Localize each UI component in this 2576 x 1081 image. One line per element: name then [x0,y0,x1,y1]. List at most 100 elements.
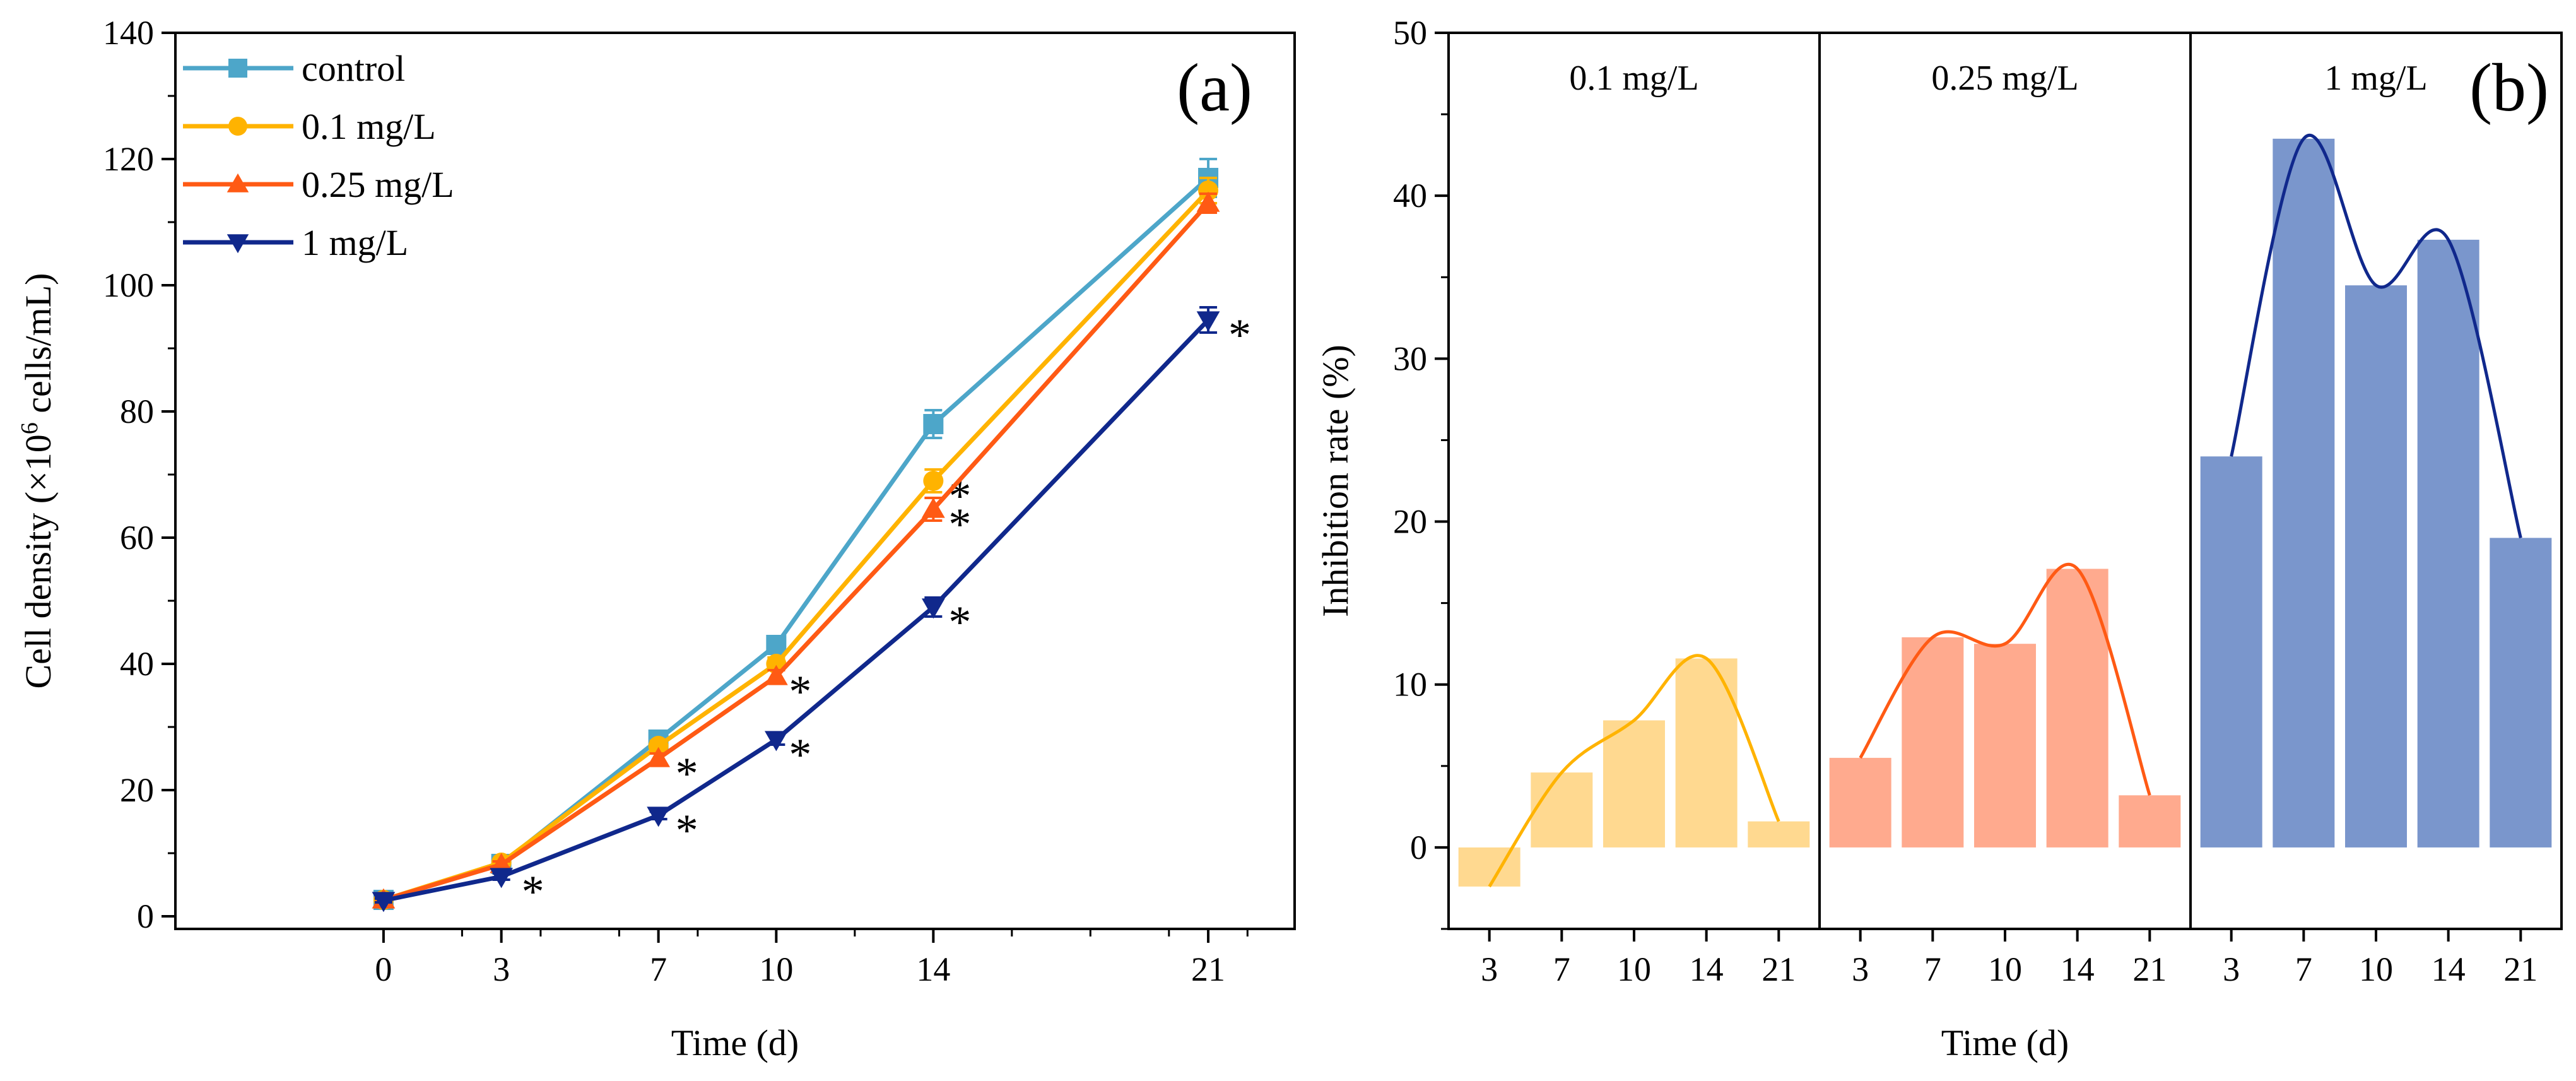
bar [1531,772,1593,848]
y-tick-label-a: 20 [120,771,154,809]
y-axis-label-superscript: 6 [16,422,43,434]
x-tick-label-b: 3 [2223,950,2240,988]
trend-curve [2230,134,2522,538]
x-tick-label-b: 14 [2061,950,2095,988]
legend-marker [226,173,249,192]
x-tick-label-b: 21 [2503,950,2538,988]
data-point [766,635,787,655]
bar [1748,821,1810,848]
series-control [373,158,1219,910]
x-tick-label-b: 10 [2359,950,2393,988]
y-tick-label-a: 140 [103,14,154,52]
significance-asterisk: * [676,805,698,856]
x-tick-label-b: 10 [1617,950,1651,988]
bar [2345,285,2407,848]
trend-curve [1859,562,2151,796]
legend-marker [228,59,247,78]
x-tick-label-b: 10 [1988,950,2022,988]
data-point [1198,180,1219,201]
x-tick-label-a: 3 [493,950,510,988]
x-tick-label-b: 7 [1553,950,1570,988]
significance-asterisk: * [789,666,811,717]
y-tick-label-b: 40 [1393,177,1427,215]
x-tick-label-a: 0 [375,950,392,988]
y-tick-label-a: 80 [120,393,154,430]
data-point [1196,191,1220,212]
subpanel-1-mg-l: 3 7 10 14 21 1 mg/L [2200,59,2552,988]
significance-asterisk: * [789,730,811,780]
series-line [382,189,1210,902]
y-axis-label-b: Inhibition rate (%) [1315,345,1356,617]
data-point [1196,311,1220,332]
x-tick-label-b: 3 [1852,950,1869,988]
data-point [647,747,671,767]
legend-label: control [302,48,405,89]
y-tick-label-b: 20 [1393,503,1427,541]
x-tick-label-b: 7 [1924,950,1941,988]
data-point [372,892,396,913]
data-point [923,414,944,434]
series-line [383,318,1210,903]
bar [2490,538,2552,848]
y-tick-label-b: 50 [1393,14,1427,52]
x-tick-label-a: 21 [1191,950,1225,988]
legend-label: 0.1 mg/L [302,106,436,147]
subpanel-0-1-mg-l: 3 7 10 14 21 0.1 mg/L [1458,59,1810,988]
bar-chart-panel-b: 0 10 20 30 40 50 Inhibition rate (%) Time (d) 3 7… [1315,14,2563,1063]
significance-asterisk: * [948,499,971,550]
y-tick-label-b: 10 [1393,666,1427,704]
x-tick-label-b: 14 [2432,950,2466,988]
x-tick-label-a: 10 [759,950,793,988]
significance-asterisk: * [948,597,971,647]
x-tick-label-a: 14 [916,950,950,988]
legend-label: 1 mg/L [302,222,408,263]
x-axis-label-b: Time (d) [1941,1022,2069,1063]
legend-marker [228,117,247,136]
y-axis-label-part: Cell density (×10 [18,434,59,688]
data-point [648,736,669,756]
data-point [764,665,788,685]
bar [2273,138,2335,848]
bar [1675,658,1738,848]
y-tick-label-b: 0 [1410,829,1427,866]
subpanel-title: 0.25 mg/L [1931,59,2078,98]
subpanel-0-25-mg-l: 3 7 10 14 21 0.25 mg/L [1829,59,2181,988]
bar [2119,795,2181,848]
significance-asterisk: * [522,866,544,917]
x-tick-label-b: 21 [1761,950,1796,988]
y-axis-label-a: Cell density (×106 cells/mL) [16,273,59,689]
bar [1603,720,1665,848]
x-tick-label-b: 3 [1481,950,1498,988]
line-chart-panel-a: 0 20 40 60 80 100 120 140 0 3 7 10 14 21 Time (d) Cell … [16,14,1296,1063]
plot-frame-a [174,32,1296,930]
y-tick-label-a: 0 [137,897,154,935]
series-line [382,176,1210,902]
y-tick-label-a: 60 [120,519,154,557]
data-point [921,598,945,619]
bar [1458,847,1520,887]
y-axis-label-part: cells/mL) [18,273,59,423]
data-point [490,868,514,889]
subpanel-title: 1 mg/L [2324,59,2427,98]
panel-label-b: (b) [2469,50,2549,126]
series-0-25-mg-l: * * * [372,191,1220,909]
x-tick-label-b: 14 [1690,950,1724,988]
y-tick-label-a: 100 [103,266,154,304]
series-1-mg-l: * * * * * [372,306,1251,917]
subpanel-title: 0.1 mg/L [1569,59,1698,98]
data-point [921,497,945,518]
significance-asterisk: * [1228,310,1251,360]
legend-marker [226,234,249,254]
x-axis-label-a: Time (d) [671,1022,799,1063]
data-point [764,731,788,752]
bar [1902,637,1964,848]
series-0-1-mg-l: * [373,177,1219,910]
series-line [382,201,1210,902]
x-tick-label-a: 7 [650,950,667,988]
data-point [923,471,944,491]
x-tick-label-b: 21 [2132,950,2167,988]
bar [1829,757,1891,848]
y-tick-label-b: 30 [1393,340,1427,377]
bar [2200,456,2262,848]
